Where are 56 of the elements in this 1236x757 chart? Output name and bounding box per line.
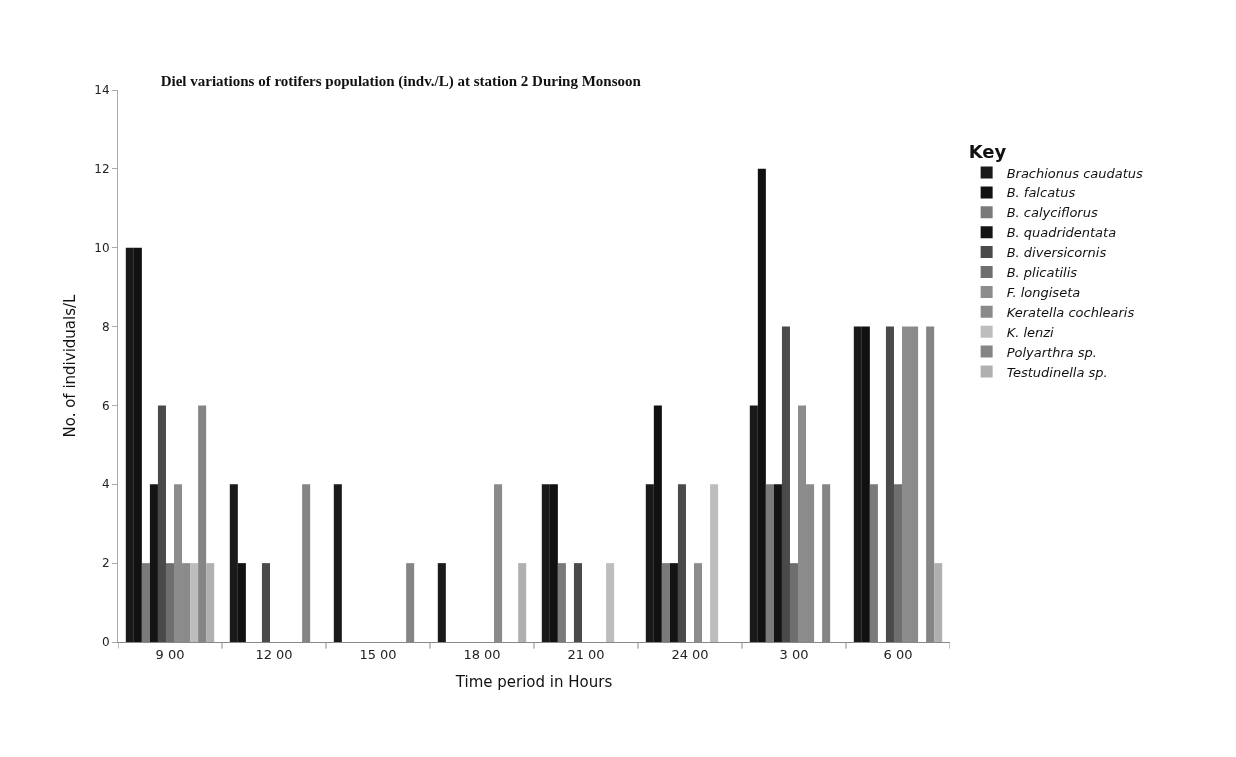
bar <box>789 563 799 642</box>
legend-label: B. diversicornis <box>1006 245 1107 261</box>
bar <box>661 563 670 642</box>
legend-title: Key <box>968 140 1007 162</box>
bar <box>781 326 790 642</box>
x-tick-label: 3 00 <box>779 646 809 662</box>
x-tick-label: 15 00 <box>359 646 397 662</box>
y-axis-title: No. of individuals/L <box>60 293 79 438</box>
legend-label: Keratella cochlearis <box>1006 304 1135 320</box>
bar <box>606 563 615 642</box>
bar <box>677 484 686 642</box>
bar <box>710 484 719 642</box>
legend-label: B. falcatus <box>1006 185 1076 201</box>
bar <box>869 484 878 642</box>
bar <box>437 563 446 642</box>
bar <box>190 563 199 642</box>
legend-label: K. lenzi <box>1006 324 1055 340</box>
bar <box>333 484 342 642</box>
bar <box>765 484 774 642</box>
bar <box>206 563 215 642</box>
bar <box>149 484 158 642</box>
bar <box>885 326 894 642</box>
bar <box>557 563 566 642</box>
bar <box>261 563 270 642</box>
bar <box>165 563 175 642</box>
y-tick-label: 0 <box>101 635 110 650</box>
bar <box>893 484 903 642</box>
legend-label: Testudinella sp. <box>1006 364 1108 380</box>
bar <box>669 563 678 642</box>
x-tick-label: 21 00 <box>567 646 605 662</box>
y-tick-label: 12 <box>94 162 110 177</box>
legend-label: Polyarthra sp. <box>1006 344 1097 360</box>
legend-label: Brachionus caudatus <box>1006 165 1144 181</box>
bar <box>773 484 782 642</box>
x-tick-label: 6 00 <box>883 646 913 662</box>
legend-label: B. plicatilis <box>1006 265 1078 281</box>
x-tick-label: 18 00 <box>463 646 501 662</box>
bar <box>157 405 166 642</box>
y-tick-label: 4 <box>101 477 110 492</box>
y-tick-label: 6 <box>101 398 110 413</box>
y-tick-label: 10 <box>94 240 110 255</box>
y-tick-label: 2 <box>101 556 110 571</box>
bar <box>518 563 527 642</box>
x-tick-label: 24 00 <box>671 646 709 662</box>
bar <box>573 563 582 642</box>
legend-label: B. calyciflorus <box>1006 205 1098 221</box>
y-tick-label: 8 <box>101 319 110 334</box>
bar <box>141 563 150 642</box>
x-tick-label: 9 00 <box>155 646 185 662</box>
x-axis-title: Time period in Hours <box>454 672 613 691</box>
bar <box>934 563 943 642</box>
legend-label: F. longiseta <box>1006 284 1081 300</box>
chart-title: Diel variations of rotifers population (indv./L) at station 2 During Monsoon <box>160 73 642 91</box>
y-tick-label: 14 <box>94 83 110 98</box>
x-tick-label: 12 00 <box>255 646 293 662</box>
legend-label: B. quadridentata <box>1006 225 1117 241</box>
